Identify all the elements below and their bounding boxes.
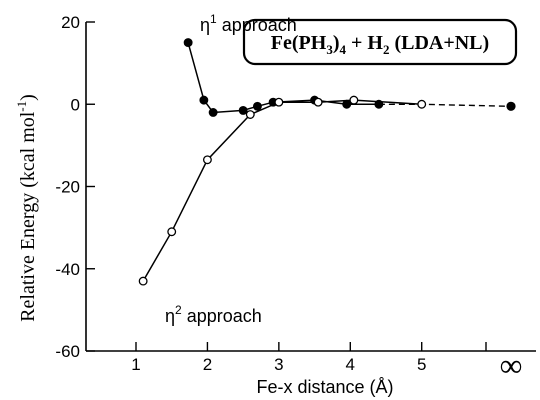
- data-point-filled: [183, 38, 193, 48]
- data-point-open: [245, 110, 255, 119]
- data-point-filled: [342, 99, 352, 109]
- y-tick-label: 0: [71, 95, 80, 114]
- data-point-open: [274, 97, 284, 107]
- y-tick-label: -40: [55, 260, 80, 279]
- y-axis-title: Relative Energy (kcal mol-1): [14, 94, 39, 322]
- svg-text:Fe(PH3)4 + H2 (LDA+NL): Fe(PH3)4 + H2 (LDA+NL): [271, 32, 489, 57]
- chart-title: Fe(PH3)4 + H2 (LDA+NL): [242, 18, 518, 66]
- axes: 200-20-40-601 2 3 4 5 ∞: [55, 13, 536, 383]
- x-tick-label: 1: [131, 355, 140, 374]
- data-point-open: [202, 155, 212, 165]
- x-axis-title: Fe-x distance (Å): [256, 377, 393, 397]
- data-point-open: [349, 95, 359, 105]
- data-point-filled: [208, 108, 218, 117]
- title-part: 3: [326, 42, 333, 57]
- data-point-infinity: [506, 101, 516, 111]
- data-point-filled: [199, 95, 209, 105]
- data-point-open: [417, 99, 427, 109]
- title-box: [242, 18, 518, 66]
- title-part: (LDA+NL): [389, 32, 489, 54]
- data-point-open: [138, 276, 148, 286]
- data-point-filled: [252, 101, 262, 111]
- series-label-eta1: η1 approach: [200, 12, 297, 35]
- data-point-filled: [374, 99, 384, 109]
- x-tick-label: 5: [417, 355, 426, 374]
- title-part: + H: [346, 32, 383, 54]
- title-part: ): [333, 32, 340, 54]
- y-tick-label: 20: [61, 13, 80, 32]
- data-point-filled: [238, 105, 248, 115]
- x-tick-label-infinity: ∞: [500, 347, 523, 383]
- series-label-eta2: η2 approach: [165, 303, 262, 326]
- title-part: 2: [383, 42, 390, 57]
- y-tick-label: -60: [55, 342, 80, 361]
- dashed-extension-line: [378, 103, 512, 107]
- series-layer: [138, 38, 516, 286]
- title-part: 4: [340, 42, 347, 57]
- x-tick-label: 2: [203, 355, 212, 374]
- data-point-open: [167, 227, 177, 237]
- data-point-open: [313, 97, 323, 107]
- x-tick-label: 3: [274, 355, 283, 374]
- x-tick-label: 4: [346, 355, 355, 374]
- y-tick-label: -20: [55, 178, 80, 197]
- title-part: Fe(PH: [271, 32, 327, 54]
- series-line-eta2: [142, 99, 422, 282]
